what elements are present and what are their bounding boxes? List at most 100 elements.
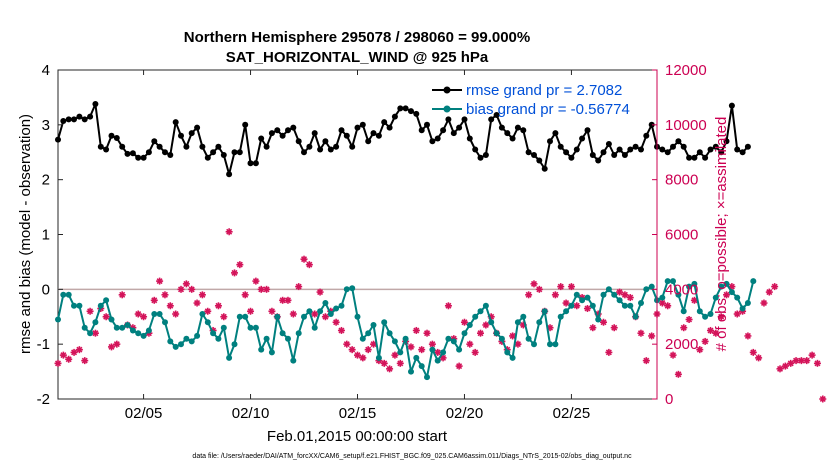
obs-point xyxy=(648,332,656,340)
rmse-point xyxy=(456,124,463,131)
obs-point xyxy=(600,318,608,326)
obs-point xyxy=(348,346,356,354)
bias-point xyxy=(172,343,179,350)
rmse-point xyxy=(151,138,158,145)
obs-point xyxy=(412,326,420,334)
obs-point xyxy=(819,395,827,403)
x-tick-label-1: 02/10 xyxy=(232,405,270,422)
rmse-point xyxy=(638,146,644,153)
rmse-point xyxy=(156,143,163,150)
rmse-point xyxy=(472,146,479,153)
bias-point xyxy=(151,311,158,317)
obs-point xyxy=(295,283,303,291)
rmse-point xyxy=(707,146,714,153)
obs-point xyxy=(706,326,714,334)
obs-point xyxy=(65,355,73,363)
bias-point xyxy=(247,324,254,331)
bias-point xyxy=(92,319,99,326)
obs-point xyxy=(685,315,693,323)
rmse-point xyxy=(680,143,687,150)
bias-point xyxy=(579,297,586,304)
rmse-point xyxy=(493,112,500,118)
bias-point xyxy=(461,330,468,337)
legend-rmse-label: rmse grand pr = 2.7082 xyxy=(466,82,622,99)
obs-point xyxy=(723,291,731,299)
bias-point xyxy=(135,330,142,337)
bias-point xyxy=(638,300,644,306)
rmse-point xyxy=(290,124,297,131)
bias-point xyxy=(76,302,83,309)
rmse-point xyxy=(413,110,420,117)
obs-point xyxy=(813,359,821,367)
rmse-point xyxy=(199,143,206,150)
rmse-point xyxy=(605,141,612,147)
rmse-point xyxy=(210,149,217,156)
rmse-point xyxy=(408,108,414,115)
obs-point xyxy=(220,313,228,321)
bias-point xyxy=(589,302,596,309)
obs-point xyxy=(359,354,367,362)
bias-point xyxy=(456,346,463,353)
bias-point xyxy=(285,335,291,342)
obs-point xyxy=(156,277,164,285)
bias-point xyxy=(252,324,259,331)
rmse-point xyxy=(739,149,746,156)
obs-point xyxy=(182,280,190,288)
rmse-point xyxy=(204,154,211,161)
bias-point xyxy=(605,286,612,293)
obs-point xyxy=(225,228,233,236)
bias-point xyxy=(108,316,115,323)
bias-point xyxy=(311,324,318,331)
bias-point xyxy=(675,291,682,298)
obs-point xyxy=(557,283,565,291)
bias-point xyxy=(504,349,511,356)
bias-point xyxy=(279,330,286,337)
bias-point xyxy=(365,330,372,337)
rmse-point xyxy=(664,149,671,156)
bias-point xyxy=(71,302,77,309)
bias-point xyxy=(226,354,233,361)
bias-point xyxy=(664,278,671,285)
rmse-point xyxy=(579,135,586,142)
obs-point xyxy=(728,283,736,291)
bias-point xyxy=(696,308,703,315)
rmse-point xyxy=(354,124,361,131)
obs-point xyxy=(289,310,297,318)
obs-point xyxy=(332,318,340,326)
rmse-point xyxy=(589,152,596,158)
rmse-point xyxy=(563,149,570,156)
bias-point xyxy=(268,349,275,356)
bias-point xyxy=(584,294,591,301)
rmse-point xyxy=(140,154,147,161)
obs-point xyxy=(460,318,468,326)
rmse-point xyxy=(338,127,345,134)
rmse-point xyxy=(547,138,553,145)
obs-point xyxy=(354,351,361,359)
rmse-point xyxy=(113,135,120,141)
rmse-point xyxy=(301,149,307,156)
x-tick-label-3: 02/20 xyxy=(446,405,484,422)
bias-point xyxy=(557,313,564,320)
rmse-point xyxy=(595,157,602,164)
bias-point xyxy=(659,294,666,301)
obs-point xyxy=(525,291,533,299)
bias-point xyxy=(215,335,222,342)
bias-point xyxy=(354,313,361,320)
bias-point xyxy=(97,302,104,309)
bias-point xyxy=(317,308,324,315)
bias-point xyxy=(563,308,570,315)
bias-point xyxy=(231,341,238,348)
rmse-point xyxy=(397,105,404,112)
rmse-point xyxy=(466,135,473,142)
rmse-point xyxy=(333,143,340,150)
rmse-point xyxy=(488,116,495,123)
rmse-point xyxy=(349,143,356,150)
bias-point xyxy=(547,341,553,348)
obs-point xyxy=(551,291,559,299)
obs-point xyxy=(268,307,276,315)
rmse-point xyxy=(482,152,489,158)
obs-point xyxy=(70,348,78,356)
bias-point xyxy=(680,308,687,315)
obs-point xyxy=(263,285,271,293)
rmse-point xyxy=(71,116,77,123)
